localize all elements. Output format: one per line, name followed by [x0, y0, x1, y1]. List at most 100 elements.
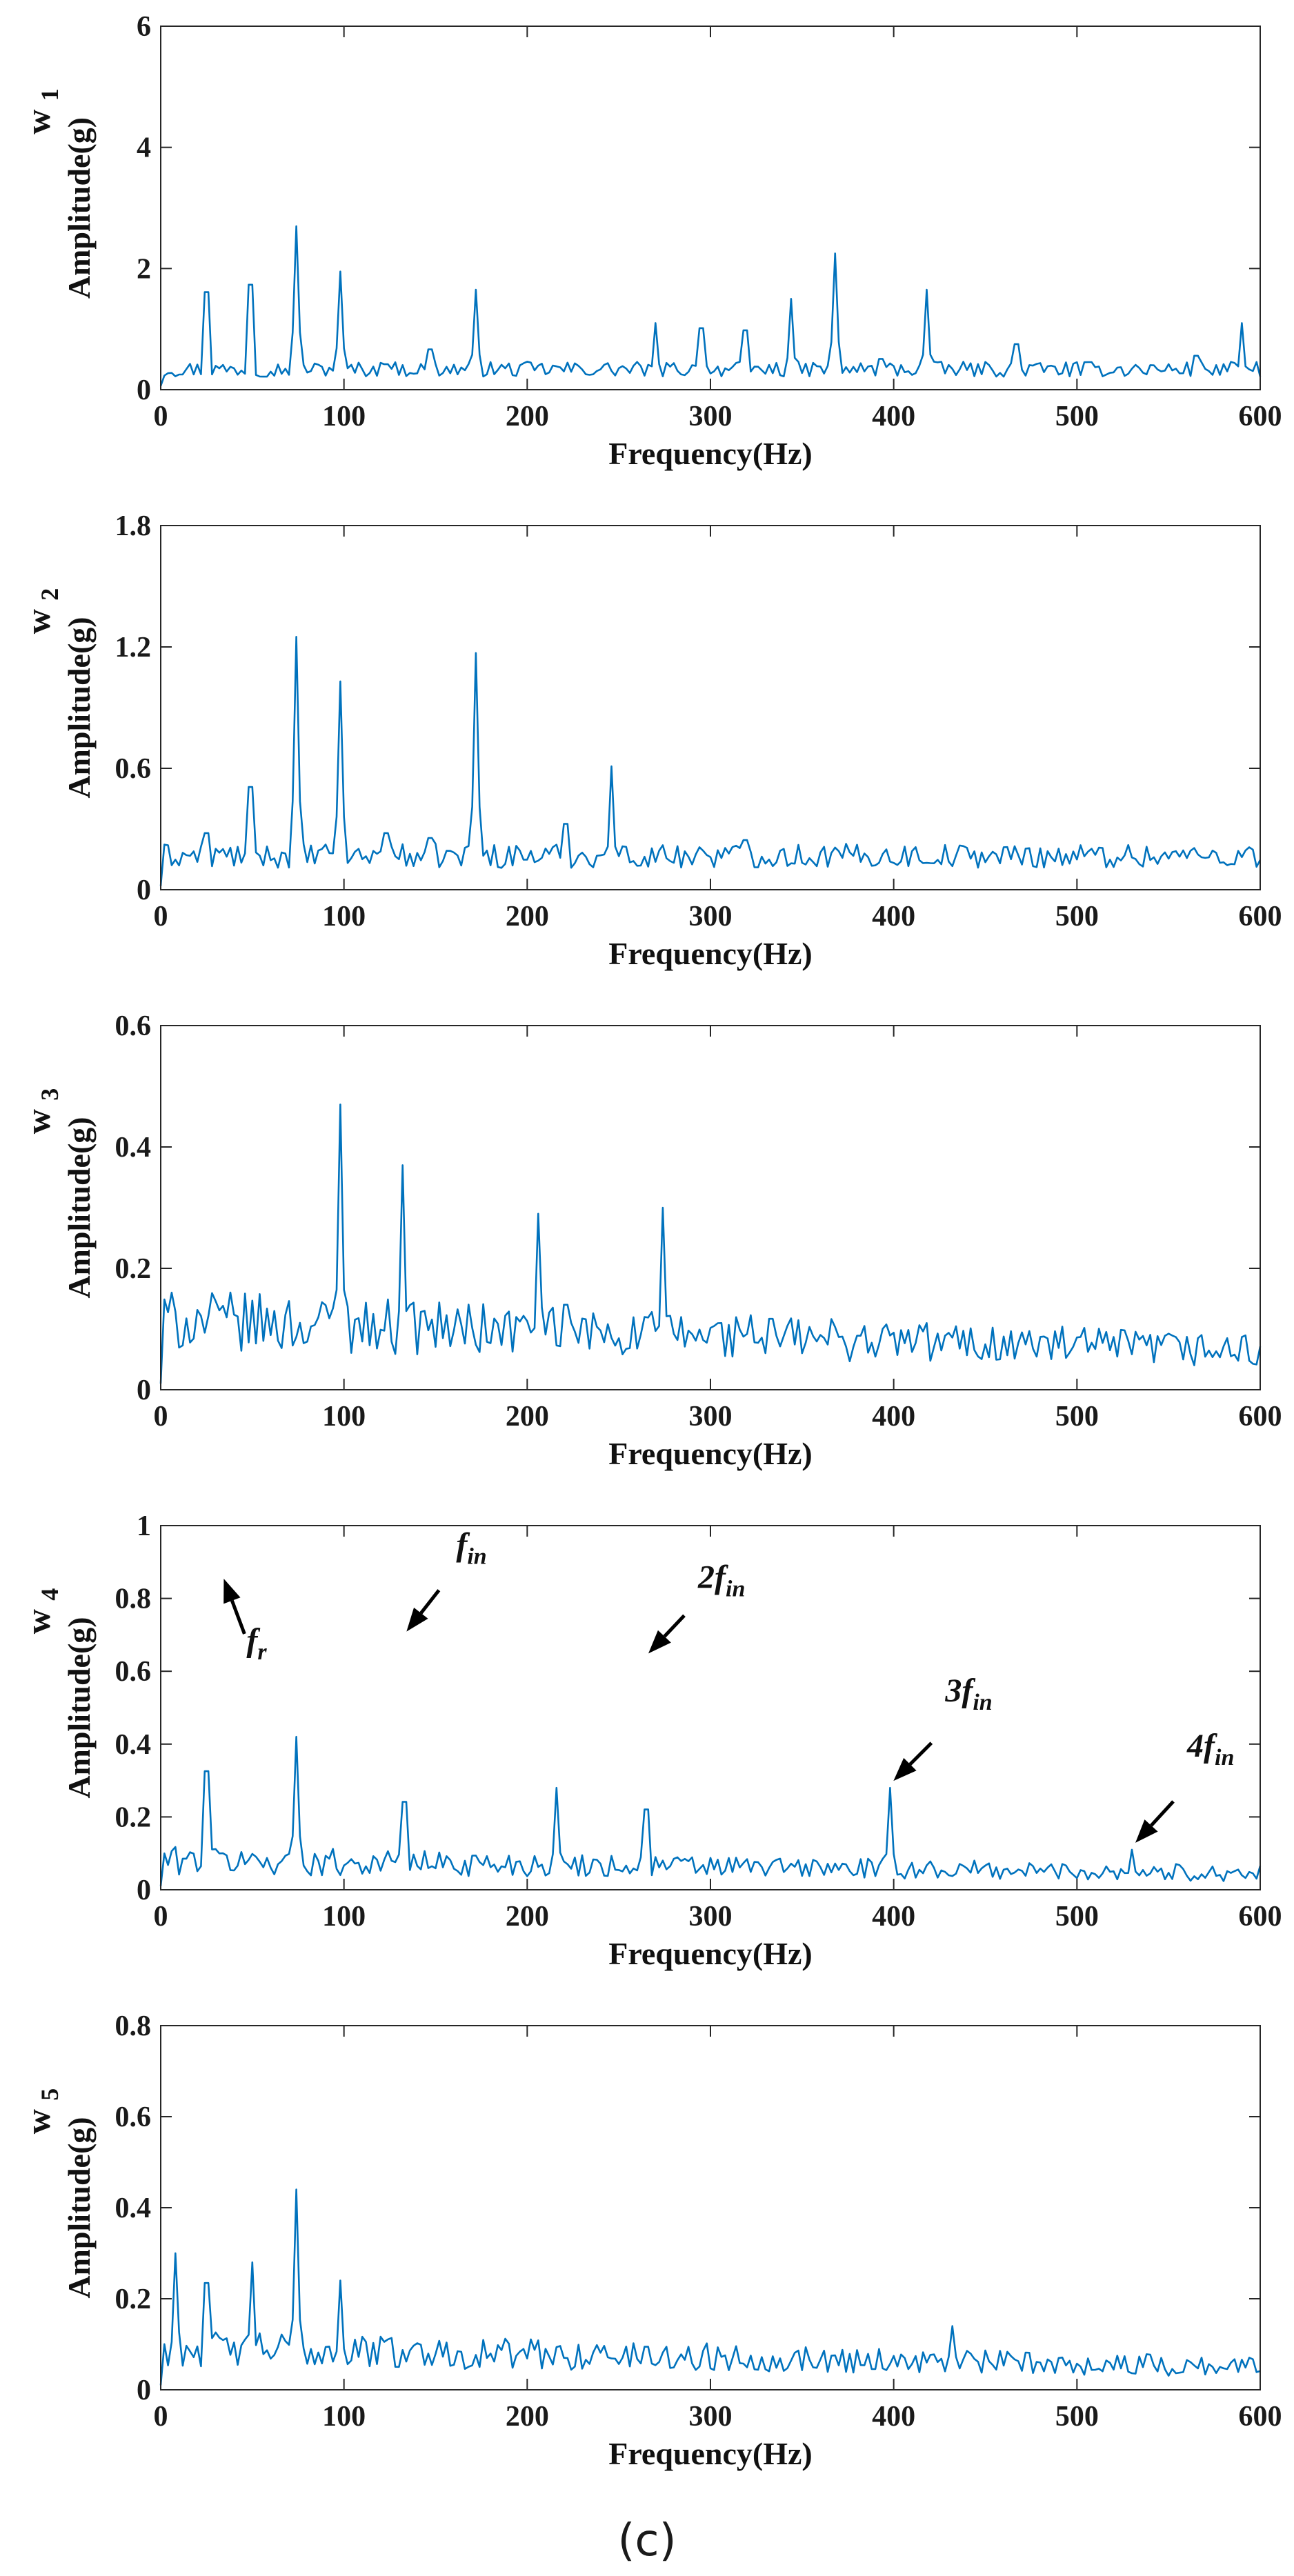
annotation-sub: r: [257, 1639, 267, 1665]
annotation-main: f: [246, 1622, 260, 1659]
series-line: [159, 1104, 1262, 1384]
row-label-sub: 5: [36, 2088, 63, 2101]
x-tick-label: 0: [154, 401, 168, 432]
annotation-main: f: [456, 1527, 470, 1564]
x-tick-label: 600: [1239, 1401, 1282, 1432]
row-label: w 2: [19, 588, 63, 635]
row-label: w 5: [19, 2088, 63, 2135]
row-label-sub: 2: [36, 588, 63, 601]
x-tick-label: 500: [1055, 901, 1099, 932]
y-tick-label: 0.8: [115, 1584, 152, 1615]
x-tick-label: 600: [1239, 901, 1282, 932]
x-axis-label: Frequency(Hz): [608, 1436, 813, 1471]
row-label-sub: 4: [36, 1588, 63, 1601]
annotation-arrow: [230, 1599, 246, 1635]
row-label-sub: 3: [36, 1088, 63, 1101]
y-tick-label: 0: [137, 375, 151, 406]
y-tick-label: 0.2: [115, 1253, 152, 1285]
row-label-main: w: [19, 1601, 57, 1635]
annotation-arrow: [908, 1741, 933, 1766]
y-tick-label: 0.6: [115, 753, 152, 785]
series-line: [159, 2188, 1261, 2386]
x-axis-label: Frequency(Hz): [608, 436, 813, 471]
x-tick-label: 100: [322, 401, 366, 432]
annotation-arrowhead: [406, 1607, 428, 1632]
chart-panel-5: 0 100 200 300 400 500 600 0 0.2 0.4 0.6 0.8 Frequenc…: [19, 2010, 1282, 2471]
y-axis-label: Amplitude(g): [61, 617, 97, 798]
peak-annotation: fin: [456, 1527, 486, 1570]
annotation-arrow: [663, 1614, 686, 1638]
annotation-arrow: [1150, 1800, 1175, 1827]
y-axis-label: Amplitude(g): [61, 2117, 97, 2298]
y-tick-label: 1.2: [115, 632, 152, 663]
y-tick-label: 0.6: [115, 1656, 152, 1688]
plot-frame: [160, 525, 1261, 890]
x-tick-label: 100: [322, 2401, 366, 2433]
x-tick-label: 400: [872, 1401, 915, 1432]
annotation-arrowhead: [223, 1578, 241, 1604]
row-label-main: w: [19, 1101, 57, 1135]
y-tick-label: 1.8: [115, 510, 152, 542]
x-tick-label: 500: [1055, 1901, 1099, 1933]
x-tick-label: 0: [154, 1901, 168, 1933]
annotation-main: 2f: [697, 1559, 728, 1595]
annotation-arrowhead: [1135, 1819, 1158, 1843]
annotation-main: 3f: [944, 1673, 975, 1709]
y-tick-label: 0.2: [115, 2284, 152, 2315]
series-line: [159, 225, 1262, 387]
annotation-main: 4f: [1186, 1728, 1217, 1764]
y-tick-label: 0.4: [115, 1132, 152, 1164]
x-tick-label: 600: [1239, 2401, 1282, 2433]
y-axis-label: Amplitude(g): [61, 117, 97, 299]
y-tick-label: 0.4: [115, 2193, 152, 2224]
peak-annotation: 3fin: [944, 1673, 992, 1715]
annotation-arrowhead: [893, 1757, 917, 1781]
y-tick-label: 0: [137, 1375, 151, 1406]
x-tick-label: 300: [689, 2401, 733, 2433]
annotation-arrow: [419, 1589, 441, 1615]
x-tick-label: 0: [154, 2401, 168, 2433]
x-axis-label: Frequency(Hz): [608, 2436, 813, 2471]
x-tick-label: 300: [689, 401, 733, 432]
x-tick-label: 600: [1239, 1901, 1282, 1933]
x-tick-label: 0: [154, 1401, 168, 1432]
x-tick-label: 200: [506, 2401, 549, 2433]
annotation-sub: in: [1215, 1745, 1234, 1770]
chart-panel-2: 0 100 200 300 400 500 600 0 0.6 1.2 1.8 Frequency(H…: [19, 510, 1282, 971]
row-label-main: w: [19, 101, 57, 134]
y-axis-label: Amplitude(g): [61, 1617, 97, 1798]
x-tick-label: 200: [506, 901, 549, 932]
row-label: w 3: [19, 1088, 63, 1135]
peak-annotation: 4fin: [1186, 1728, 1234, 1770]
y-tick-label: 0.6: [115, 1010, 152, 1042]
x-tick-label: 0: [154, 901, 168, 932]
chart-panel-4: 0 100 200 300 400 500 600 0 0.2 0.4 0.6 0.8 1 Frequen…: [19, 1510, 1282, 1971]
x-tick-label: 600: [1239, 401, 1282, 432]
series-line: [159, 635, 1262, 886]
y-tick-label: 0: [137, 875, 151, 906]
y-axis-label: Amplitude(g): [61, 1117, 97, 1298]
y-tick-label: 1: [137, 1510, 151, 1542]
x-tick-label: 100: [322, 1401, 366, 1432]
row-label-sub: 1: [36, 88, 63, 101]
peak-annotation: fr: [246, 1622, 267, 1665]
plot-frame: [160, 26, 1261, 390]
y-tick-label: 4: [137, 132, 151, 164]
x-tick-label: 300: [689, 901, 733, 932]
row-label: w 1: [19, 88, 63, 134]
annotation-sub: in: [726, 1576, 745, 1601]
x-axis-label: Frequency(Hz): [608, 936, 813, 971]
x-tick-label: 100: [322, 901, 366, 932]
x-tick-label: 200: [506, 401, 549, 432]
annotation-sub: in: [467, 1544, 486, 1570]
panels: 0 100 200 300 400 500 6000246Frequency(Hz)Ampl…: [19, 11, 1282, 2471]
y-tick-label: 0.4: [115, 1729, 152, 1761]
chart-panel-1: 0 100 200 300 400 500 600 0 2 4 6 Frequency(Hz) Ampl…: [19, 11, 1282, 471]
annotation-arrowhead: [648, 1630, 671, 1654]
x-tick-label: 500: [1055, 2401, 1099, 2433]
y-tick-label: 0: [137, 1875, 151, 1906]
plot-frame: [160, 1025, 1261, 1390]
x-tick-label: 500: [1055, 401, 1099, 432]
x-tick-label: 400: [872, 1901, 915, 1933]
y-tick-label: 0.2: [115, 1801, 152, 1833]
